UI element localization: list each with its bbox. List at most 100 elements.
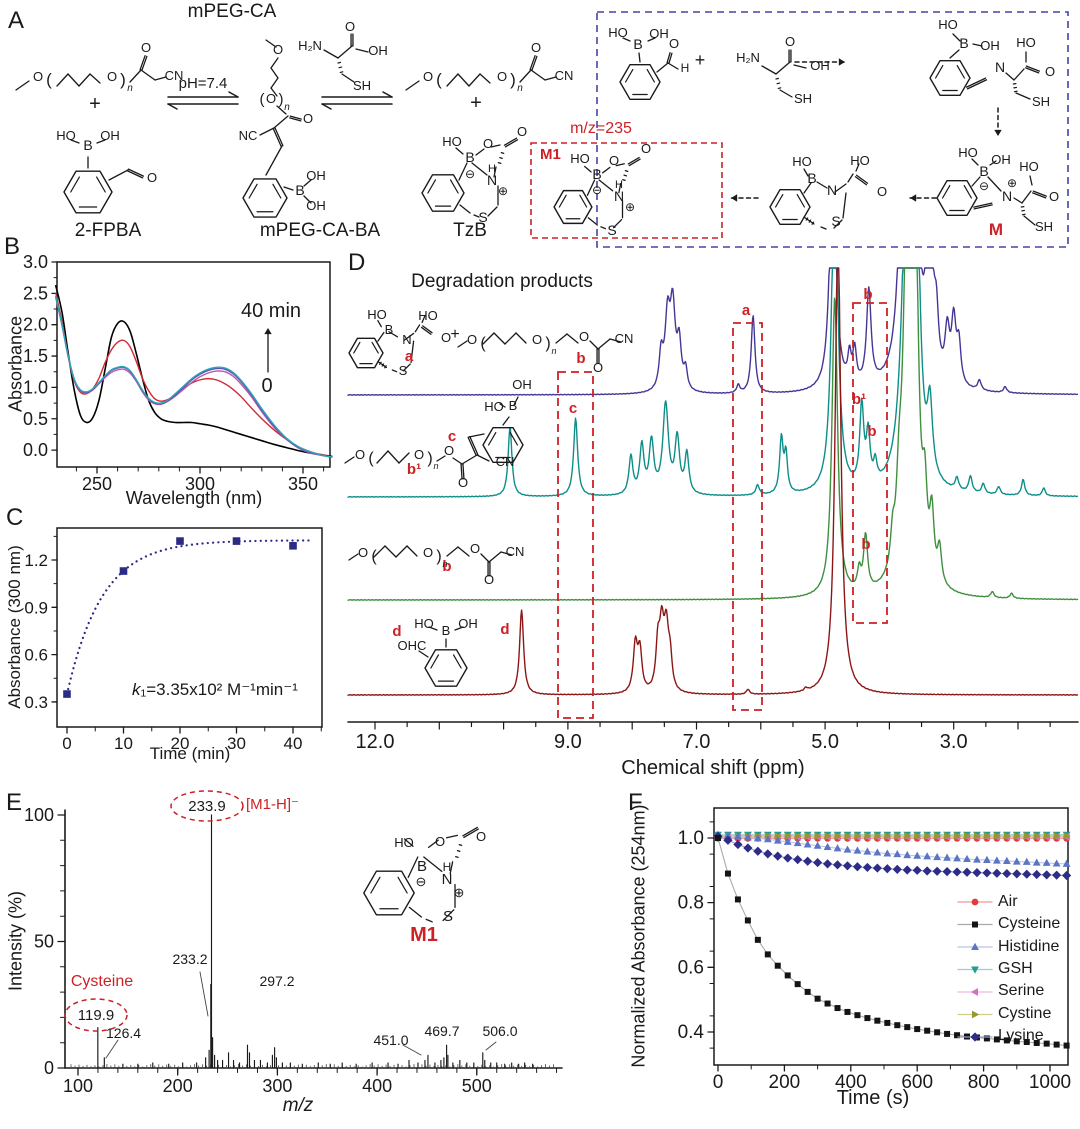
atom-label: ⊖ [465, 167, 475, 181]
atom-label: O [355, 447, 365, 462]
atom-label: O [877, 184, 887, 199]
c-xtick: 30 [227, 734, 246, 753]
c-xtick: 0 [62, 734, 71, 753]
atom-label: H [488, 163, 496, 175]
atom-label: O [147, 170, 157, 185]
atom-label: H [443, 860, 452, 874]
atom-label: HO [56, 128, 76, 143]
atom-label: OH [100, 128, 120, 143]
atom-label: HO [850, 153, 870, 168]
panel-d-letter: D [348, 249, 366, 276]
c-rate-constant: k₁=3.35x10² M⁻¹min⁻¹ [132, 680, 298, 699]
atom-label: B [592, 166, 601, 182]
atom-label: S [399, 363, 408, 378]
m-label: M [988, 220, 1004, 239]
atom-label: OHC [398, 638, 427, 653]
atom-label: O [785, 34, 795, 49]
atom-label: ⊕ [454, 885, 465, 900]
atom-label: ⊖ [592, 183, 602, 197]
legend-item-cysteine: Cysteine [998, 915, 1061, 932]
atom-label: ⊖ [416, 874, 427, 889]
atom-label: ⊖ [979, 179, 989, 193]
b-xtick: 300 [185, 474, 215, 494]
f-ytick: 0.6 [678, 957, 704, 978]
atom-label: O [532, 332, 542, 347]
nmr-peak-letter-b¹: b¹ [407, 461, 421, 478]
d-xtick: 12.0 [356, 731, 395, 753]
atom-label: HO [418, 308, 438, 323]
atom-label: O [609, 153, 619, 168]
e-peak-451-0: 451.0 [373, 1032, 409, 1048]
atom-label: B [979, 163, 988, 179]
atom-label: ( [371, 548, 377, 565]
f-xtick: 400 [835, 1072, 867, 1093]
d-xtick: 7.0 [683, 731, 711, 753]
atom-label: SH [794, 91, 812, 106]
atom-label: O [470, 541, 480, 556]
atom-label: HO [442, 134, 462, 149]
e-assignment-m1-h: [M1-H]⁻ [246, 796, 299, 813]
atom-label: HO [792, 154, 812, 169]
atom-label: HO [394, 835, 414, 850]
atom-label: O [483, 136, 493, 151]
atom-label: O [435, 834, 445, 849]
atom-label: ( [436, 70, 442, 89]
e-xtick: 200 [163, 1076, 193, 1096]
atom-label: OH [810, 58, 830, 73]
atom-label: N [614, 188, 624, 204]
legend-item-lysine: Lysine [998, 1027, 1044, 1044]
atom-label: O [517, 124, 527, 139]
nmr-peak-letter-b¹: b¹ [852, 391, 866, 408]
b-ytick: 2.0 [23, 315, 48, 335]
f-xtick: 1000 [1029, 1072, 1071, 1093]
e-peak-233-9: 233.9 [188, 798, 226, 815]
atom-label: O [641, 141, 651, 156]
f-ytick: 1.0 [678, 828, 704, 849]
d-xtick: 9.0 [554, 731, 582, 753]
atom-label: ) [120, 70, 126, 89]
f-x-axis-title: Time (s) [836, 1087, 910, 1109]
atom-label: HO [958, 145, 978, 160]
atom-label: O [345, 19, 355, 34]
f-xtick: 800 [968, 1072, 1000, 1093]
atom-label: S [831, 213, 840, 229]
atom-label: O [303, 111, 313, 126]
d-title-degradation-products: Degradation products [411, 271, 593, 292]
atom-label: B [295, 182, 304, 198]
atom-label: HO [1019, 159, 1039, 174]
nmr-peak-letter-a: a [405, 348, 414, 365]
atom-label: O [458, 475, 468, 490]
nmr-peak-letter-d: d [392, 623, 401, 640]
b-y-axis-title: Absorbance [5, 315, 26, 413]
atom-label: ⊕ [1007, 176, 1017, 190]
f-ytick: 0.8 [678, 893, 704, 914]
b-ytick: 0.5 [23, 409, 48, 429]
atom-label: N [487, 172, 497, 188]
atom-label: OH [458, 616, 478, 631]
nmr-peak-letter-c: c [448, 428, 456, 445]
atom-label: O [107, 69, 117, 84]
m1-label: M1 [540, 146, 561, 163]
atom-label: ) [427, 450, 432, 467]
atom-label: N [442, 871, 453, 888]
f-xtick: 0 [713, 1072, 724, 1093]
atom-label: SH [1032, 94, 1050, 109]
atom-label: CN [496, 454, 515, 469]
atom-label: SH [353, 78, 371, 93]
e-ytick: 0 [44, 1058, 54, 1078]
atom-label: O [423, 545, 433, 560]
atom-label: ( [260, 91, 265, 108]
atom-label: ⊕ [625, 200, 635, 214]
atom-label: HO [570, 151, 590, 166]
atom-label: OH [368, 43, 388, 58]
atom-label: O [414, 447, 424, 462]
panel-c-letter: C [6, 504, 24, 531]
atom-label: ) [279, 91, 284, 108]
atom-label: O [497, 69, 507, 84]
atom-label: O [358, 545, 368, 560]
atom-label: ( [368, 450, 374, 467]
f-xtick: 600 [901, 1072, 933, 1093]
e-xtick: 500 [462, 1076, 492, 1096]
f-ytick: 0.4 [678, 1022, 705, 1043]
